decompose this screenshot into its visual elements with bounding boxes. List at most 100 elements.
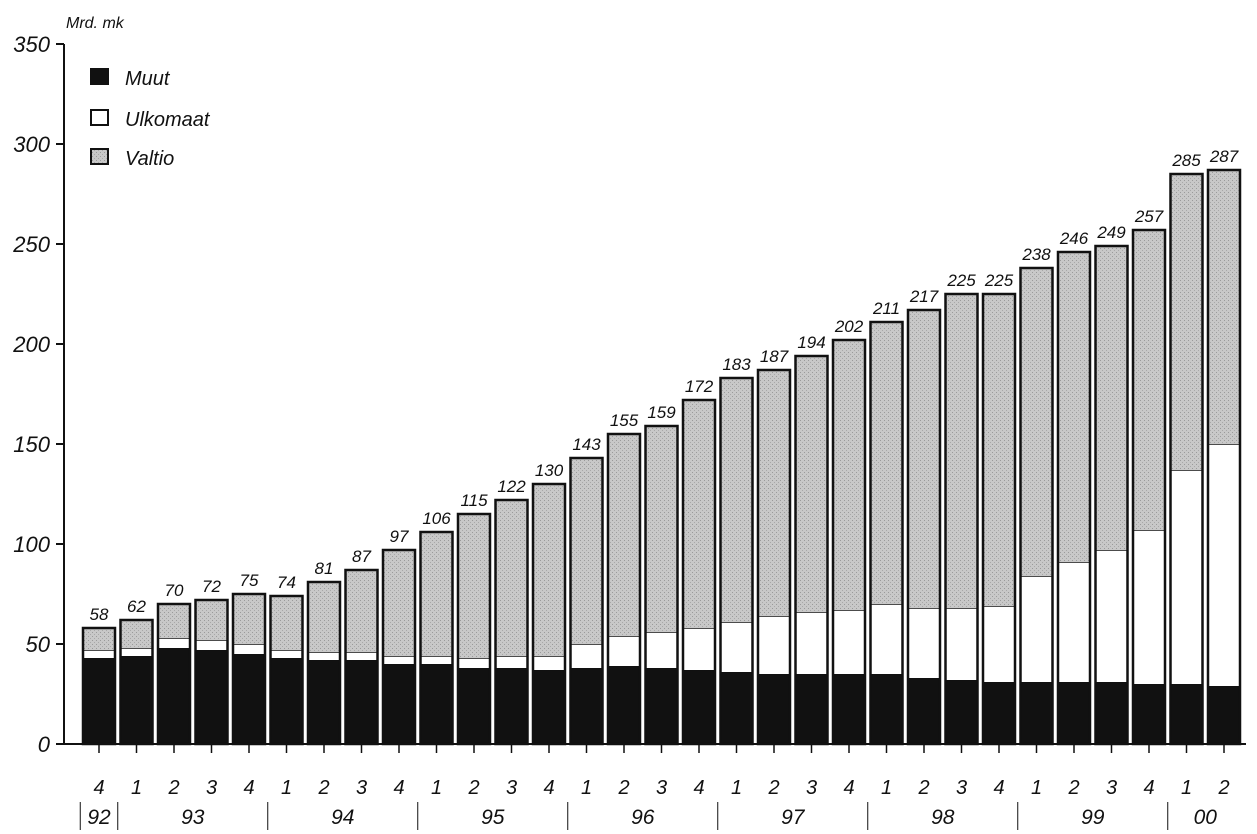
total-label: 130 xyxy=(535,461,564,480)
bar-stack xyxy=(269,594,304,746)
total-label: 217 xyxy=(909,287,939,306)
bar-segment-valtio xyxy=(270,596,303,650)
bar-segment-valtio xyxy=(195,600,228,640)
bar-segment-muut xyxy=(1058,682,1090,744)
total-label: 225 xyxy=(946,271,976,290)
bar-stack xyxy=(906,308,942,746)
bar-segment-valtio xyxy=(645,426,678,632)
bar-segment-valtio xyxy=(1095,246,1128,550)
quarter-label: 2 xyxy=(917,777,929,799)
legend: Muut Ulkomaat Valtio xyxy=(90,68,211,170)
bar-segment-valtio xyxy=(383,550,415,656)
bar-segment-muut xyxy=(645,668,678,744)
quarter-label: 3 xyxy=(206,777,217,799)
bar-segment-valtio xyxy=(420,532,453,656)
bar-segment-muut xyxy=(195,650,228,744)
quarter-label: 2 xyxy=(467,777,479,799)
total-label: 225 xyxy=(984,271,1014,290)
bar-segment-ulkomaat xyxy=(533,656,565,670)
total-label: 122 xyxy=(497,477,526,496)
bar-segment-ulkomaat xyxy=(195,640,228,650)
bar-stack xyxy=(156,602,192,746)
bar-stack xyxy=(1019,266,1054,746)
total-label: 81 xyxy=(315,559,334,578)
y-tick-label: 100 xyxy=(13,532,50,557)
bar-segment-ulkomaat xyxy=(870,604,903,674)
bar-segment-muut xyxy=(833,674,865,744)
bar-segment-muut xyxy=(608,666,640,744)
quarter-label: 3 xyxy=(506,777,517,799)
bar-segment-valtio xyxy=(720,378,753,622)
bar-segment-valtio xyxy=(1170,174,1203,470)
total-label: 155 xyxy=(610,411,639,430)
total-label: 211 xyxy=(872,299,900,318)
bar-segment-ulkomaat xyxy=(983,606,1015,682)
bar-segment-valtio xyxy=(495,500,528,656)
bar-stack xyxy=(869,320,904,746)
total-label: 194 xyxy=(797,333,825,352)
bar-segment-muut xyxy=(1208,686,1240,744)
bar-segment-muut xyxy=(1170,684,1203,744)
quarter-label: 4 xyxy=(693,777,704,799)
bar-stack xyxy=(569,456,604,746)
bar-segment-muut xyxy=(233,654,265,744)
total-label: 58 xyxy=(90,605,109,624)
total-label: 202 xyxy=(834,317,864,336)
bar-segment-muut xyxy=(533,670,565,744)
bar-segment-valtio xyxy=(308,582,340,652)
bar-segment-muut xyxy=(158,648,190,744)
bar-segment-valtio xyxy=(1208,170,1240,444)
quarter-label: 2 xyxy=(1067,777,1079,799)
y-tick-label: 350 xyxy=(13,32,50,57)
quarter-label: 2 xyxy=(767,777,779,799)
year-label: 93 xyxy=(181,806,205,829)
total-label: 246 xyxy=(1059,229,1089,248)
legend-item-muut: Muut xyxy=(90,68,171,90)
bar-segment-valtio xyxy=(870,322,903,604)
bar-stack xyxy=(494,498,529,746)
bar-stack xyxy=(231,592,267,746)
bar-segment-muut xyxy=(308,660,340,744)
quarter-label: 2 xyxy=(1217,777,1229,799)
quarter-label: 1 xyxy=(281,777,292,799)
bar-stack xyxy=(344,568,379,746)
quarter-label: 1 xyxy=(131,777,142,799)
bar-segment-muut xyxy=(983,682,1015,744)
bar-stack xyxy=(606,432,642,746)
bar-segment-ulkomaat xyxy=(608,636,640,666)
year-label: 97 xyxy=(781,806,806,829)
bar-segment-muut xyxy=(383,664,415,744)
bar-segment-muut xyxy=(1095,682,1128,744)
total-label: 183 xyxy=(722,355,751,374)
bar-stack xyxy=(681,398,717,746)
bar-stack xyxy=(794,354,829,746)
bar-segment-muut xyxy=(83,658,115,744)
bar-stack xyxy=(531,482,567,746)
bar-stack xyxy=(456,512,492,746)
quarter-label: 1 xyxy=(881,777,892,799)
bar-segment-ulkomaat xyxy=(908,608,940,678)
bar-segment-valtio xyxy=(458,514,490,658)
bar-segment-ulkomaat xyxy=(345,652,378,660)
bar-segment-muut xyxy=(758,674,790,744)
bar-segment-ulkomaat xyxy=(683,628,715,670)
legend-label-ulkomaat: Ulkomaat xyxy=(125,109,211,131)
year-label: 98 xyxy=(931,806,955,829)
year-label: 95 xyxy=(481,806,505,829)
bar-segment-valtio xyxy=(833,340,865,610)
total-label: 172 xyxy=(685,377,714,396)
bar-segment-ulkomaat xyxy=(833,610,865,674)
bar-segment-muut xyxy=(1020,682,1053,744)
y-tick-label: 200 xyxy=(12,332,50,357)
quarter-label: 3 xyxy=(806,777,817,799)
y-axis: 0 50 100 150 200 250 300 350 xyxy=(12,32,65,757)
y-tick-label: 250 xyxy=(12,232,50,257)
year-label: 96 xyxy=(631,806,655,829)
bar-stack xyxy=(194,598,229,746)
bar-stack xyxy=(831,338,867,746)
quarter-label: 2 xyxy=(167,777,179,799)
bar-segment-valtio xyxy=(908,310,940,608)
bar-segment-valtio xyxy=(1020,268,1053,576)
total-label: 115 xyxy=(460,491,488,510)
